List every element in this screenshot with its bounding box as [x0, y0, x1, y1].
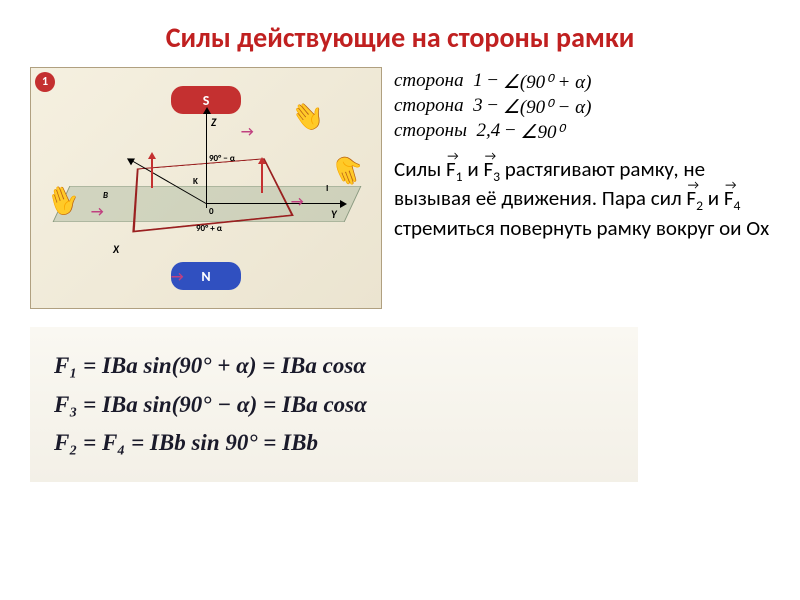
- angle-expr: ∠(90⁰ + α): [503, 71, 592, 94]
- dash: −: [487, 95, 502, 116]
- current-label: I: [326, 183, 328, 194]
- b-field-arrow: →: [91, 203, 104, 220]
- b-field-arrow: →: [291, 193, 304, 210]
- formula-row-3: F₂ = F₄ = IBb sin 90° = IBb: [54, 425, 614, 461]
- text: стремиться повернуть рамку вокруг ои Ох: [394, 215, 769, 241]
- force-arrow: [261, 163, 263, 193]
- axis-z-label: Z: [211, 116, 216, 129]
- b-label: B: [103, 190, 108, 201]
- origin-label: 0: [209, 206, 214, 217]
- side-prefix: стороны: [394, 120, 467, 141]
- text: Силы: [394, 156, 446, 182]
- physics-diagram: 1 S N Z Y X ✋ ✋ ✋ → → → → 90° − α 90° + …: [30, 67, 382, 309]
- dash: −: [505, 120, 520, 141]
- axis-y: [206, 203, 341, 204]
- point-k-label: K: [193, 176, 198, 187]
- top-row: 1 S N Z Y X ✋ ✋ ✋ → → → → 90° − α 90° + …: [30, 67, 770, 309]
- axis-x-label: X: [113, 243, 119, 256]
- description-paragraph: Силы F1 и F3 растягивают рамку, не вызыв…: [394, 156, 770, 241]
- side-angle-line-2: сторона 3 − ∠(90⁰ − α): [394, 94, 770, 117]
- side-angle-line-3: стороны 2,4 − ∠90⁰: [394, 119, 770, 142]
- formula-row-1: F₁ = IBa sin(90° + α) = IBa cosα: [54, 348, 614, 384]
- figure-number-marker: 1: [35, 72, 55, 92]
- text: и: [467, 156, 483, 182]
- angle-expr: ∠(90⁰ − α): [503, 96, 592, 119]
- right-column: сторона 1 − ∠(90⁰ + α) сторона 3 − ∠(90⁰…: [394, 67, 770, 241]
- side-prefix: сторона: [394, 95, 464, 116]
- page-title: Силы действующие на стороны рамки: [30, 20, 770, 55]
- b-field-arrow: →: [241, 123, 254, 140]
- angle-lower: 90° + α: [196, 223, 222, 234]
- side-number: 3: [473, 95, 483, 116]
- side-number: 2,4: [476, 120, 500, 141]
- left-hand-icon: ✋: [284, 91, 333, 140]
- force-f2: F2: [686, 185, 703, 214]
- formula-row-2: F₃ = IBa sin(90° − α) = IBa cosα: [54, 387, 614, 423]
- force-f4: F4: [724, 185, 741, 214]
- force-f1: F1: [446, 156, 463, 185]
- side-number: 1: [473, 70, 483, 91]
- side-prefix: сторона: [394, 70, 464, 91]
- formula-block: F₁ = IBa sin(90° + α) = IBa cosα F₃ = IB…: [30, 327, 638, 482]
- angle-upper: 90° − α: [209, 153, 235, 164]
- text: и: [708, 185, 724, 211]
- angle-expr: ∠90⁰: [520, 121, 564, 144]
- dash: −: [487, 70, 502, 91]
- side-angle-line-1: сторона 1 − ∠(90⁰ + α): [394, 69, 770, 92]
- axis-z: [206, 113, 207, 208]
- force-arrow: [151, 158, 153, 188]
- axis-y-label: Y: [331, 208, 337, 221]
- b-field-arrow: →: [171, 268, 184, 285]
- force-f3: F3: [483, 156, 500, 185]
